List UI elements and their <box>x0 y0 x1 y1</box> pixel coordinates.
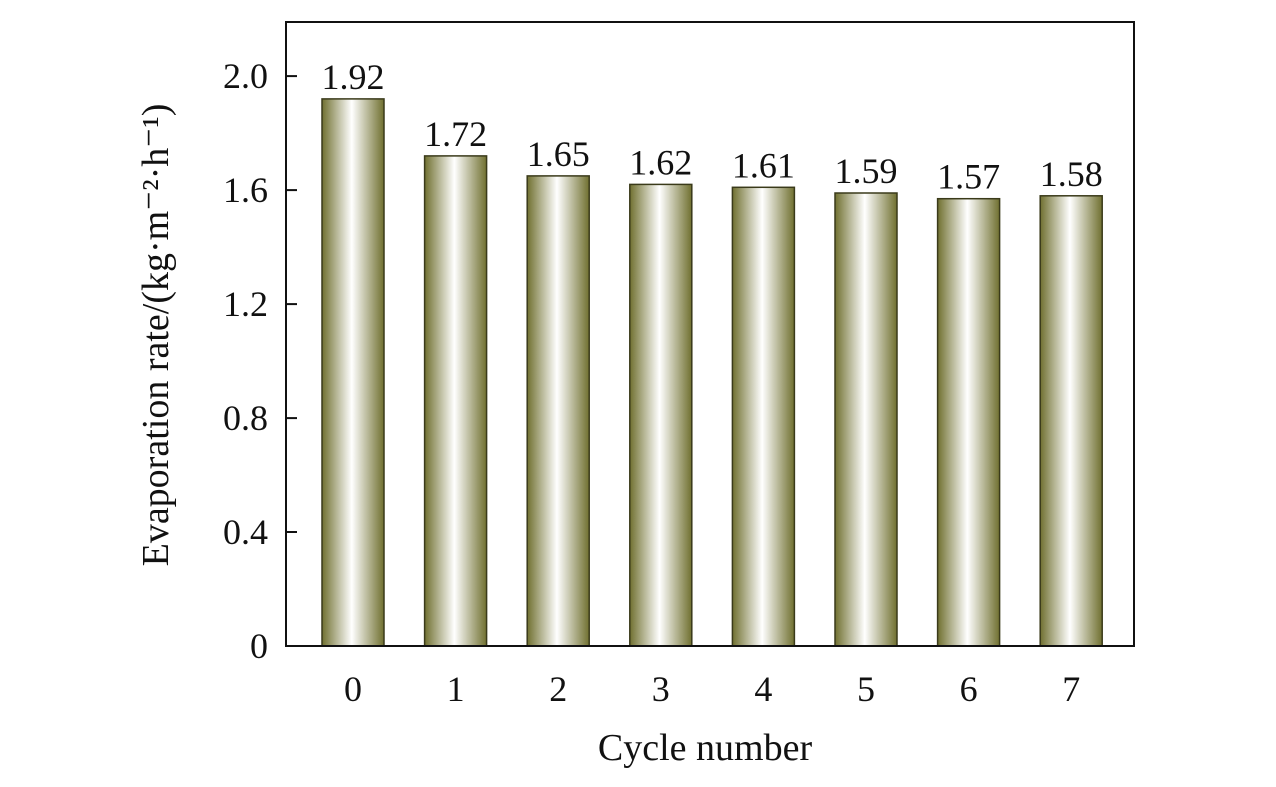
data-label-cycle-7: 1.58 <box>1040 154 1103 194</box>
x-tick-label-4: 4 <box>754 669 772 709</box>
x-tick-label-6: 6 <box>960 669 978 709</box>
x-axis-label: Cycle number <box>598 727 813 769</box>
x-tick-label-5: 5 <box>857 669 875 709</box>
bar-cycle-1 <box>423 155 488 647</box>
y-tick-label-0.8: 0.8 <box>223 398 268 438</box>
y-tick-label-1.6: 1.6 <box>223 170 268 210</box>
data-label-cycle-3: 1.62 <box>629 142 692 182</box>
x-tick-label-1: 1 <box>447 669 465 709</box>
x-tick-label-7: 7 <box>1062 669 1080 709</box>
data-label-cycle-1: 1.72 <box>424 114 487 154</box>
data-label-cycle-5: 1.59 <box>835 151 898 191</box>
data-label-cycle-2: 1.65 <box>527 134 590 174</box>
y-axis-ticks <box>286 75 297 647</box>
y-tick-label-2.0: 2.0 <box>223 56 268 96</box>
x-axis-tick-labels: 0 1 2 3 4 5 6 7 <box>344 669 1080 709</box>
x-tick-label-3: 3 <box>652 669 670 709</box>
bar-cycle-2 <box>526 175 590 647</box>
data-label-cycle-4: 1.61 <box>732 145 795 185</box>
bar-cycle-5 <box>834 192 898 647</box>
bar-cycle-6 <box>936 197 1001 647</box>
bar-cycle-4 <box>731 186 796 647</box>
data-label-cycle-0: 1.92 <box>322 57 385 97</box>
plot-frame <box>285 21 1135 647</box>
data-label-cycle-6: 1.57 <box>937 157 1000 197</box>
bar-cycle-3 <box>629 183 693 647</box>
y-tick-label-1.2: 1.2 <box>223 284 268 324</box>
data-labels-group: 1.92 1.72 1.65 1.62 1.61 1.59 1.57 1.58 <box>322 57 1103 197</box>
bar-cycle-0 <box>321 98 385 647</box>
x-tick-label-2: 2 <box>549 669 567 709</box>
y-tick-label-0: 0 <box>250 626 268 666</box>
x-tick-label-0: 0 <box>344 669 362 709</box>
y-tick-label-0.4: 0.4 <box>223 512 268 552</box>
bar-cycle-7 <box>1039 195 1103 647</box>
bars-group <box>321 98 1103 647</box>
y-axis-label: Evaporation rate/(kg·m⁻²·h⁻¹) <box>135 104 177 567</box>
y-axis-tick-labels: 0 0.4 0.8 1.2 1.6 2.0 <box>223 56 268 666</box>
